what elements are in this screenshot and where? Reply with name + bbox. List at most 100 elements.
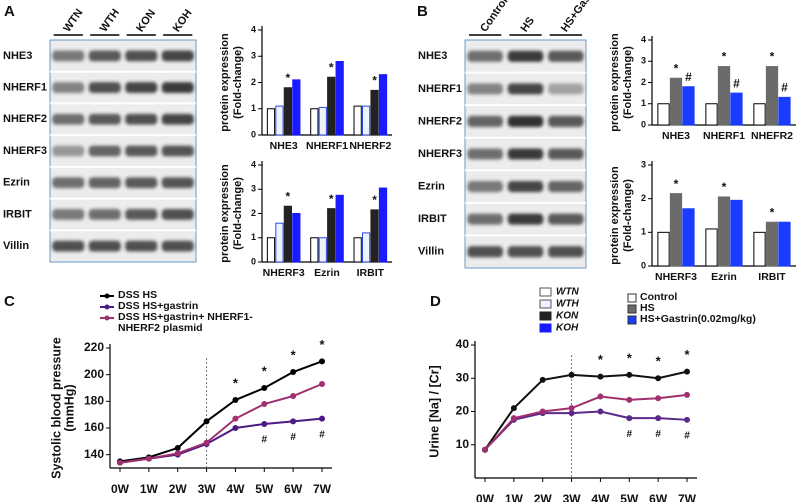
protein-label: NHE3 (418, 50, 447, 62)
y-tick-label: 3 (641, 56, 646, 66)
blot-band (467, 213, 503, 225)
bar (378, 74, 388, 136)
data-point (232, 425, 239, 431)
legend-swatch (539, 287, 552, 297)
data-point (261, 385, 268, 391)
x-tick-label: 2W (534, 492, 553, 502)
blot-band (52, 240, 85, 252)
x-tick-label: NHERF3 (655, 271, 697, 283)
y-axis-label: (Fold-change) (232, 177, 244, 250)
significance-mark: * (674, 177, 679, 191)
y-tick-label: 0 (641, 119, 646, 129)
panel-letter: D (430, 293, 441, 310)
x-tick-label: 0W (476, 492, 495, 502)
y-tick-label: 0 (641, 260, 646, 270)
bar (275, 222, 284, 263)
data-point (174, 445, 181, 451)
blot-band (52, 145, 85, 157)
y-axis-label: protein expression (219, 33, 231, 132)
bar (682, 208, 695, 267)
y-tick-label: 3 (641, 159, 646, 169)
y-axis-label: (Fold-change) (232, 46, 244, 119)
bar (327, 76, 336, 136)
blot-band (467, 50, 503, 62)
bar (753, 231, 766, 267)
x-tick-label: 3W (198, 482, 217, 496)
legend-swatch (539, 323, 552, 333)
data-point (319, 381, 325, 387)
lane-label: KOH (171, 7, 195, 34)
x-tick-label: 4W (226, 482, 245, 496)
panel-letter: B (417, 3, 428, 20)
blot-band (125, 209, 158, 220)
y-tick-label: 20 (456, 404, 470, 418)
protein-label: Ezrin (3, 177, 30, 189)
significance-mark: # (627, 429, 633, 440)
panel-letter: C (4, 293, 15, 310)
blot-band (161, 240, 194, 252)
bar (705, 103, 718, 126)
data-point (597, 373, 604, 380)
significance-mark: * (770, 205, 775, 219)
bar (370, 89, 379, 136)
data-point (203, 418, 210, 425)
legend-label-box: HS (640, 303, 655, 314)
data-point (290, 393, 297, 399)
data-point (655, 415, 662, 422)
legend-label-box: HS+Gastrin(0.02mg/kg) (640, 314, 756, 325)
significance-mark: * (291, 347, 297, 362)
x-tick-label: 3W (563, 492, 582, 502)
legend-label: DSS HS+gastrin (118, 301, 199, 312)
y-axis-label: protein expression (609, 33, 621, 132)
blot-band (88, 209, 121, 220)
y-tick-label: 40 (456, 337, 470, 351)
blot-band (88, 145, 121, 157)
legend-swatch (104, 315, 110, 321)
x-tick-label: NHERF2 (349, 140, 391, 152)
y-axis-label: Systolic blood pressure (49, 337, 63, 479)
legend-label: WTH (556, 299, 580, 310)
y-axis-label: (Fold-change) (622, 179, 634, 252)
blot-band (161, 113, 194, 125)
blot-band (467, 181, 503, 193)
bar (361, 105, 371, 136)
y-tick-label: 2 (251, 208, 256, 218)
y-tick-label: 0 (251, 129, 256, 139)
x-tick-label: NHERF1 (306, 140, 348, 152)
bar (717, 196, 731, 267)
panel-letter: A (4, 3, 15, 20)
blot-band (125, 113, 158, 125)
bar (717, 66, 731, 126)
bar (669, 193, 683, 267)
bar (370, 209, 379, 263)
data-point (655, 395, 662, 402)
legend-swatch (627, 315, 637, 325)
blot-band (52, 209, 85, 220)
significance-mark: # (290, 432, 296, 443)
significance-mark: * (598, 352, 604, 367)
bar (657, 231, 670, 267)
y-axis-label: (mmHg) (62, 384, 76, 431)
data-point (117, 459, 123, 466)
y-tick-label: 4 (641, 34, 646, 44)
legend-label-box: DSS HS (118, 290, 157, 301)
significance-mark: # (655, 429, 661, 440)
bar (310, 237, 319, 263)
y-tick-label: 3 (251, 51, 256, 61)
legend-label: DSS HS+gastrin+ NHERF1-NHERF2 plasmid (118, 312, 253, 334)
legend-label: KON (556, 311, 579, 322)
blot-band (161, 82, 194, 93)
data-point (539, 376, 546, 383)
bar (335, 194, 344, 263)
significance-mark: * (674, 61, 679, 75)
legend-swatch (627, 293, 637, 303)
x-tick-label: 1W (505, 492, 524, 502)
x-tick-label: 0W (111, 482, 130, 496)
y-tick-label: 180 (84, 394, 104, 408)
legend-label: HS+Gastrin(0.02mg/kg) (640, 314, 756, 325)
x-tick-label: Ezrin (711, 271, 737, 283)
bar (353, 237, 362, 263)
significance-mark: * (329, 60, 334, 74)
data-point (232, 397, 239, 403)
series-line (484, 370, 688, 451)
